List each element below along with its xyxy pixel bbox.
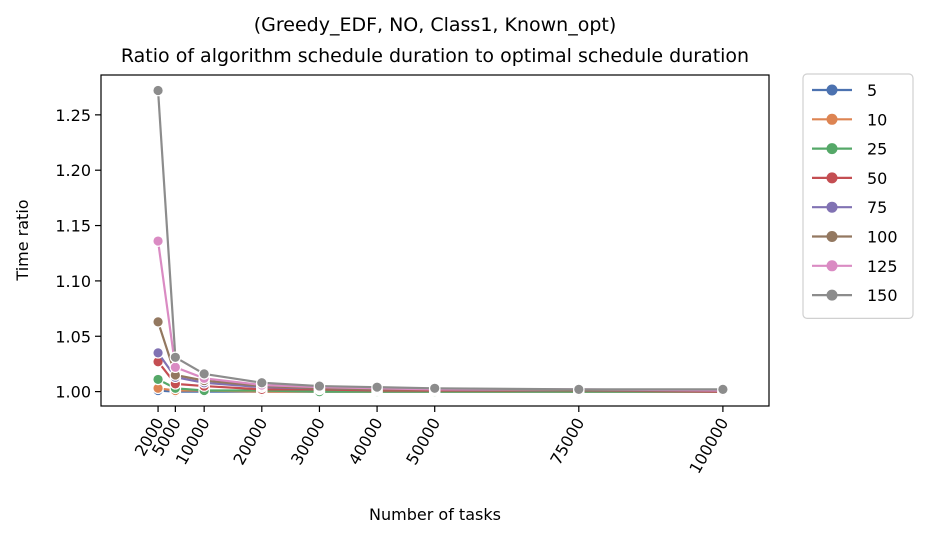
x-axis-label: Number of tasks [369,505,501,524]
legend-item-100: 100 [812,228,898,247]
data-point [256,376,268,389]
data-point [152,316,164,328]
series-line [156,90,723,391]
legend-swatch-marker [826,231,838,242]
y-tick-label: 1.05 [55,327,91,346]
x-tick-label: 30000 [287,415,329,469]
chart-title: (Greedy_EDF, NO, Class1, Known_opt) [254,14,617,36]
legend-swatch-marker [826,289,838,301]
x-tick-label: 100000 [685,415,732,477]
legend-label: 75 [867,198,887,217]
data-point [371,381,383,393]
x-tick-label: 40000 [345,415,387,469]
y-tick-label: 1.10 [55,272,91,291]
legend-swatch-marker [826,84,838,96]
data-point [717,383,729,396]
legend-item-25: 25 [812,140,887,159]
data-point [152,373,164,386]
y-tick-label: 1.25 [55,106,91,125]
x-tick-label: 20000 [229,415,271,469]
legend-label: 25 [867,140,887,159]
data-point [313,380,326,392]
data-point [169,361,182,374]
legend-label: 5 [867,81,877,100]
legend-label: 100 [867,228,898,247]
series-layer [152,84,729,398]
legend-item-150: 150 [812,286,898,305]
legend-swatch-marker [826,143,838,155]
legend-item-10: 10 [812,110,887,129]
legend-label: 125 [867,257,898,276]
series-line [156,240,723,392]
x-tick-label: 50000 [402,415,444,469]
y-tick-label: 1.00 [55,383,91,402]
y-tick-label: 1.15 [55,217,91,236]
legend-swatch-marker [826,201,838,213]
legend-item-5: 5 [812,81,877,100]
legend-item-125: 125 [812,257,898,276]
y-axis: 1.00 1.05 1.10 1.15 1.20 1.25 [55,106,101,402]
legend-box [802,73,914,319]
legend-swatch-marker [826,260,838,272]
data-point [198,368,210,380]
plot-frame [100,74,770,407]
x-tick-label: 75000 [546,415,588,469]
legend-label: 50 [867,169,887,188]
chart-subtitle: Ratio of algorithm schedule duration to … [121,45,749,67]
data-point [428,382,441,395]
legend: 5 10 25 50 75 100 125 150 [802,73,914,319]
series-line [157,361,723,393]
y-axis-label: Time ratio [13,199,32,281]
legend-swatch-marker [826,113,838,125]
data-point [152,84,164,97]
legend-item-50: 50 [812,169,887,188]
legend-label: 10 [867,110,887,129]
series-150 [152,84,729,396]
data-point [169,351,182,364]
legend-swatch-marker [826,172,838,184]
legend-item-75: 75 [812,198,887,217]
data-point [152,347,164,359]
legend-label: 150 [867,286,898,305]
data-point [152,235,164,247]
series-125 [152,235,729,397]
series-100 [152,316,729,397]
data-point [573,383,585,396]
y-tick-label: 1.20 [55,161,91,180]
